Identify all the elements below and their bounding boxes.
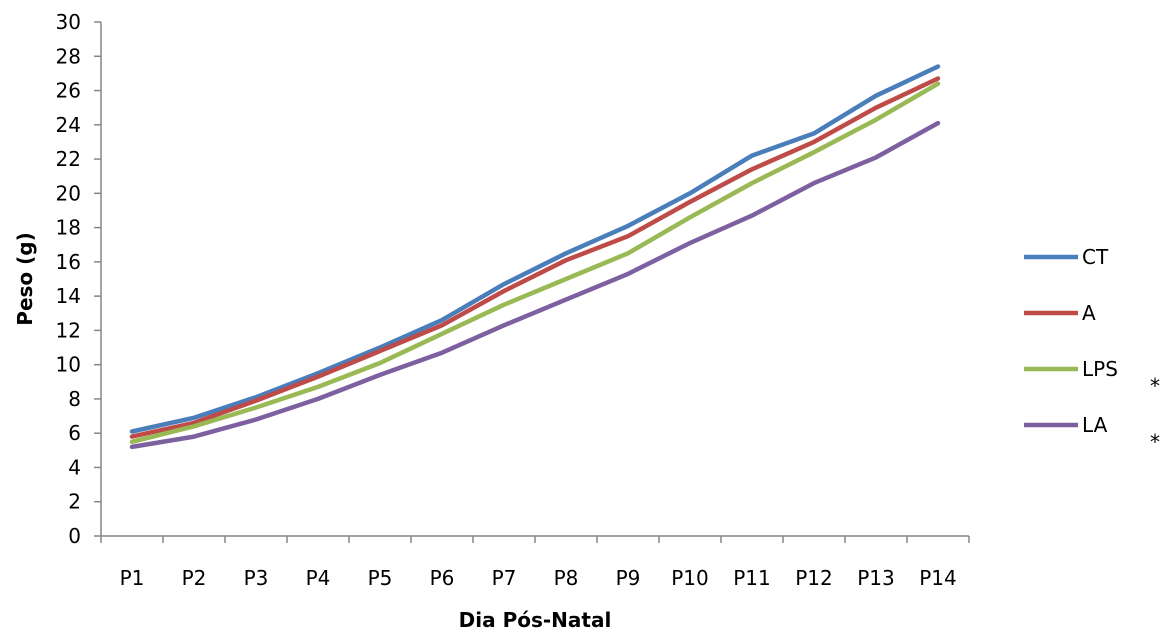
x-tick-label: P13: [857, 566, 895, 590]
y-tick-label: 26: [56, 79, 81, 103]
y-tick-label: 24: [56, 113, 81, 137]
series-line-lps: [129, 81, 941, 445]
x-tick-label: P12: [795, 566, 833, 590]
y-tick-label: 18: [56, 216, 81, 240]
x-tick-label: P1: [120, 566, 145, 590]
y-tick-label: 2: [68, 490, 81, 514]
x-tick-label: P14: [919, 566, 957, 590]
y-tick-label: 4: [68, 455, 81, 479]
x-tick-label: P10: [671, 566, 709, 590]
y-tick-label: 6: [68, 421, 81, 445]
x-tick-label: P8: [554, 566, 579, 590]
x-tick-label: P5: [368, 566, 393, 590]
y-tick-label: 14: [56, 284, 81, 308]
x-tick-label: P6: [430, 566, 455, 590]
x-tick-label: P4: [306, 566, 331, 590]
y-tick-label: 12: [56, 318, 81, 342]
x-tick-label: P2: [182, 566, 207, 590]
legend-label-lps: LPS: [1082, 357, 1118, 381]
y-tick-label: 0: [68, 524, 81, 548]
y-tick-label: 28: [56, 44, 81, 68]
y-tick-label: 30: [56, 10, 81, 34]
x-tick-label: P11: [733, 566, 771, 590]
legend-label-la: LA: [1082, 413, 1108, 437]
series-lines: [129, 64, 941, 450]
series-line-la: [129, 120, 941, 450]
series-line-ct: [129, 64, 941, 434]
x-tick-label: P9: [616, 566, 641, 590]
legend-significance-marker: *: [1150, 374, 1160, 398]
legend-label-ct: CT: [1082, 245, 1109, 269]
x-axis-title: Dia Pós-Natal: [459, 608, 612, 632]
y-axis-title: Peso (g): [13, 232, 37, 325]
legend-significance-marker: *: [1150, 430, 1160, 454]
chart-legend: CT A LPS * LA *: [1024, 245, 1160, 454]
series-line-a: [129, 76, 941, 439]
y-tick-label: 22: [56, 147, 81, 171]
legend-label-a: A: [1082, 301, 1096, 325]
x-tick-label: P7: [492, 566, 517, 590]
y-tick-label: 20: [56, 181, 81, 205]
y-tick-label: 16: [56, 250, 81, 274]
y-tick-label: 8: [68, 387, 81, 411]
y-tick-label: 10: [56, 353, 81, 377]
x-tick-label: P3: [244, 566, 269, 590]
